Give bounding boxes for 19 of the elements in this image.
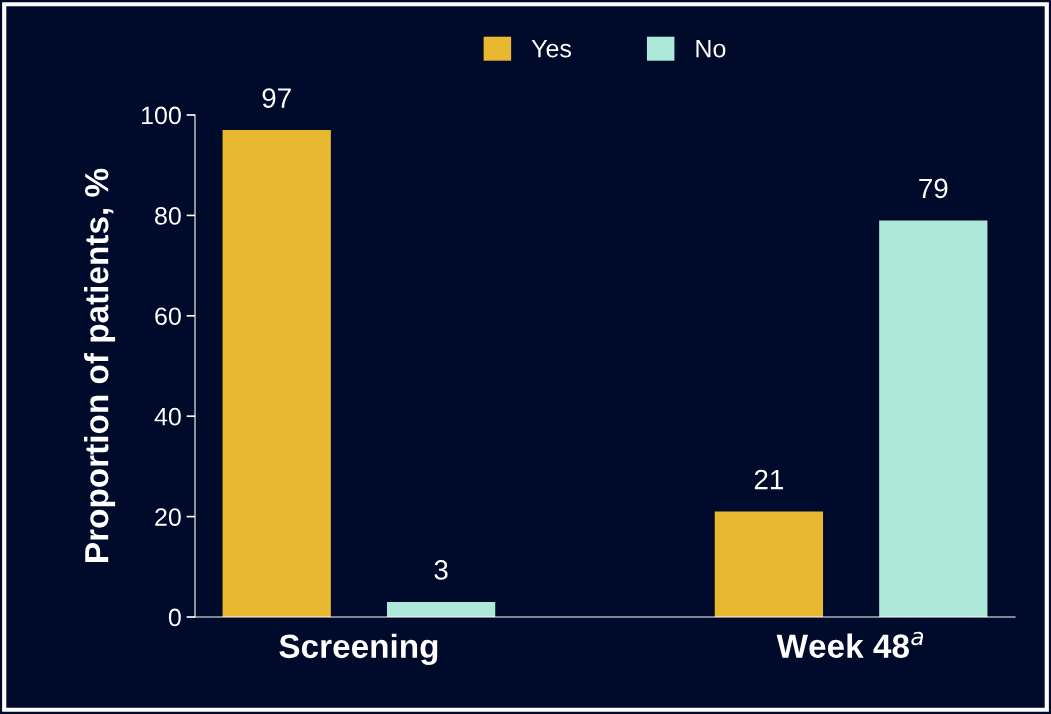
- y-tick-label: 0: [168, 608, 181, 627]
- bar: [879, 220, 988, 617]
- x-tick-label: Screening: [279, 633, 438, 665]
- bar: [714, 511, 824, 617]
- x-tick-label: Week 48$^{a}$: [776, 631, 924, 658]
- data-label: 3: [434, 560, 448, 580]
- y-tick-label: 100: [142, 106, 181, 125]
- bar: [386, 601, 496, 617]
- data-label: 79: [919, 178, 948, 199]
- y-axis-title: Proportion of patients, %: [84, 168, 116, 562]
- bar: [222, 130, 331, 617]
- y-tick-label: 20: [155, 508, 181, 526]
- legend-label: Yes: [531, 39, 572, 58]
- y-tick-label: 60: [155, 307, 181, 326]
- y-tick-label: 80: [155, 207, 181, 225]
- y-tick-label: 40: [154, 407, 181, 426]
- data-label: 21: [754, 469, 783, 490]
- data-label: 97: [262, 88, 291, 108]
- legend-label: No: [696, 39, 726, 58]
